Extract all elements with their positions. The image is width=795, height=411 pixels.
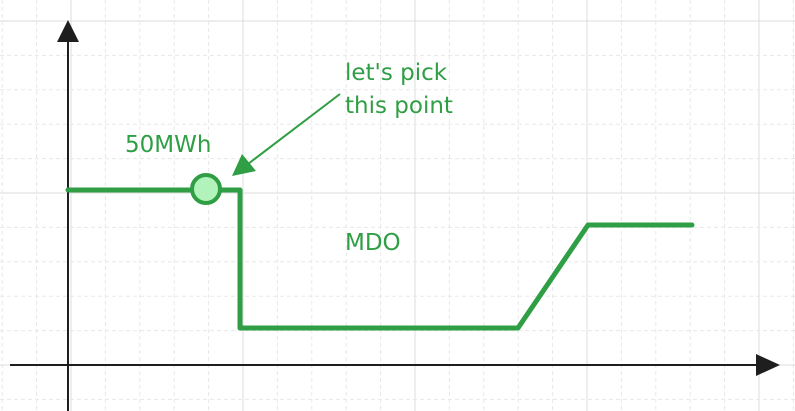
- picked-point: [190, 173, 222, 205]
- curve: [65, 187, 695, 331]
- annotation-line: this point: [345, 93, 453, 119]
- value-label: 50MWh: [125, 132, 211, 158]
- x-axis-arrow: [756, 354, 780, 376]
- annotation-arrow: [247, 93, 341, 165]
- y-axis-arrow: [57, 20, 79, 42]
- annotation-line: let's pick: [345, 60, 448, 86]
- region-label: MDO: [345, 230, 401, 256]
- annotation-arrow-head: [232, 154, 256, 176]
